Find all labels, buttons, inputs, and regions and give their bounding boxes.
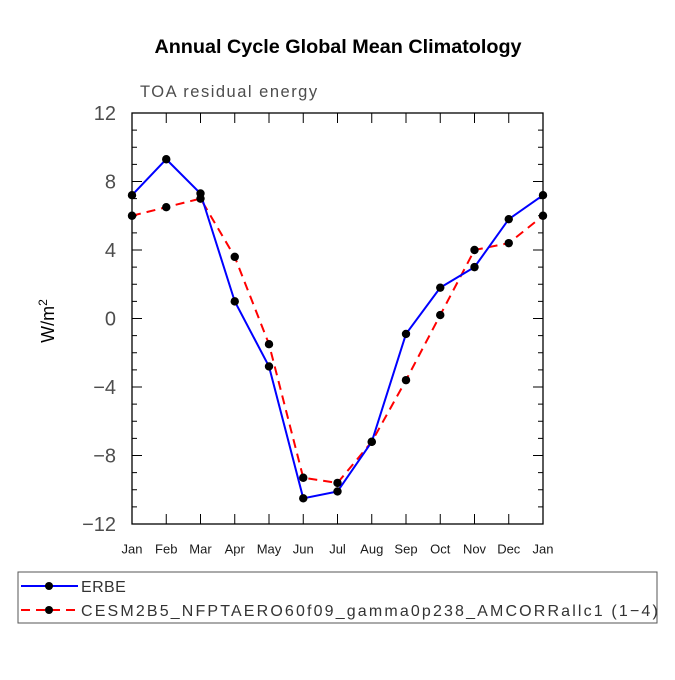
- svg-text:Feb: Feb: [155, 541, 177, 556]
- svg-text:8: 8: [105, 172, 116, 194]
- svg-text:Annual Cycle Global Mean Clima: Annual Cycle Global Mean Climatology: [154, 36, 521, 58]
- svg-text:Dec: Dec: [497, 541, 521, 556]
- svg-text:−12: −12: [82, 514, 116, 536]
- svg-text:4: 4: [105, 240, 116, 262]
- svg-text:Nov: Nov: [463, 541, 487, 556]
- svg-text:12: 12: [94, 103, 116, 125]
- svg-text:Mar: Mar: [189, 541, 212, 556]
- svg-text:−8: −8: [93, 446, 116, 468]
- svg-text:Jan: Jan: [533, 541, 554, 556]
- svg-text:May: May: [257, 541, 282, 556]
- svg-text:Jul: Jul: [329, 541, 346, 556]
- svg-text:Sep: Sep: [394, 541, 417, 556]
- svg-text:Aug: Aug: [360, 541, 383, 556]
- svg-text:Jan: Jan: [122, 541, 143, 556]
- svg-text:CESM2B5_NFPTAERO60f09_gamma0p2: CESM2B5_NFPTAERO60f09_gamma0p238_AMCORRa…: [81, 603, 660, 620]
- svg-text:Jun: Jun: [293, 541, 314, 556]
- svg-text:TOA residual energy: TOA residual energy: [140, 83, 319, 101]
- svg-text:Apr: Apr: [225, 541, 246, 556]
- svg-text:Oct: Oct: [430, 541, 451, 556]
- svg-text:−4: −4: [93, 377, 116, 399]
- svg-text:0: 0: [105, 309, 116, 331]
- svg-text:ERBE: ERBE: [81, 579, 126, 596]
